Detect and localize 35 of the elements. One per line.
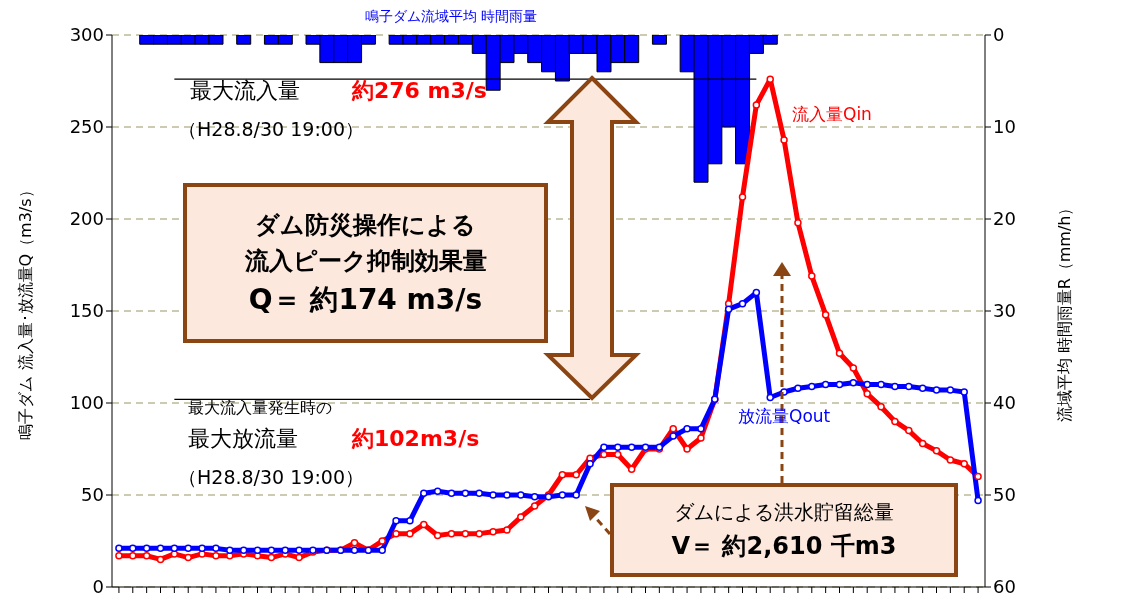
series-label: 流入量Qin [792,104,872,125]
annotation: （H28.8/30 19:00） [178,466,364,489]
annotation: Q＝ 約174 m3/s [248,281,483,317]
y2-axis-title: 流域平均 時間雨量R（mm/h） [1055,199,1075,423]
y2-tick-label: 40 [993,392,1016,414]
bar [236,35,252,45]
text-box: ダムによる洪水貯留総量 V＝ 約2,610 千m3 [610,483,958,577]
y2-tick-label: 10 [993,116,1016,138]
bar [651,35,667,45]
y2-tick-label: 60 [993,576,1016,598]
annotation: 最大流入量 [190,78,300,105]
annotation: 最大流入量発生時の [188,398,332,418]
y-tick-label: 300 [69,24,104,46]
y-tick-label: 150 [69,300,104,322]
y2-tick-label: 20 [993,208,1016,230]
annotation: （H28.8/30 19:00） [178,118,364,141]
annotation: ダムによる洪水貯留総量 [674,499,894,525]
annotation: 最大放流量 [188,426,298,453]
y-tick-label: 50 [81,484,104,506]
series-label: 鳴子ダム流域平均 時間雨量 [364,8,538,25]
y-tick-label: 200 [69,208,104,230]
annotation: V＝ 約2,610 千m3 [671,530,897,561]
series-label: 放流量Qout [738,406,831,427]
annotation: ダム防災操作による [255,209,476,240]
text-box: ダム防災操作による 流入ピーク抑制効果量 Q＝ 約174 m3/s [183,183,548,343]
y2-tick-label: 30 [993,300,1016,322]
annotation: 約276 m3/s [352,78,487,105]
y2-tick-label: 50 [993,484,1016,506]
annotation: 流入ピーク抑制効果量 [244,245,487,276]
y-tick-label: 250 [69,116,104,138]
y-tick-label: 0 [92,576,104,598]
y2-tick-label: 0 [993,24,1005,46]
y-tick-label: 100 [69,392,104,414]
y-axis-title: 鳴子ダム 流入量･放流量Q（m3/s） [15,182,35,440]
annotation: 約102m3/s [352,426,480,453]
